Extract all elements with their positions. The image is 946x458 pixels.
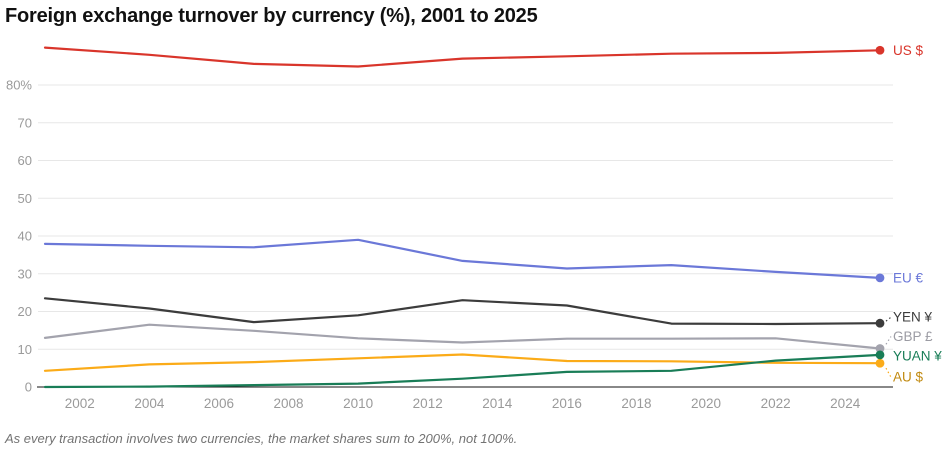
x-axis-tick-label: 2008	[274, 396, 304, 411]
y-axis-tick-label: 0	[25, 380, 32, 395]
x-axis-tick-label: 2018	[621, 396, 651, 411]
series-end-dot	[875, 350, 885, 360]
y-axis-tick-label: 70	[18, 115, 32, 130]
series-line-gbp	[43, 323, 882, 350]
y-axis-tick-label: 60	[18, 153, 32, 168]
series-end-dot	[875, 273, 885, 283]
series-label: EU €	[893, 270, 924, 285]
label-leader-line	[885, 367, 892, 378]
series-label: AU $	[893, 370, 924, 385]
series-label: YUAN ¥	[893, 348, 942, 363]
x-axis-tick-label: 2010	[343, 396, 373, 411]
series-line-yuan	[43, 353, 882, 389]
series-line-eu	[43, 238, 882, 279]
y-axis-tick-label: 50	[18, 191, 32, 206]
y-axis-tick-label: 10	[18, 342, 32, 357]
label-leader-line	[885, 316, 892, 322]
x-axis-tick-label: 2014	[482, 396, 513, 411]
series-label: YEN ¥	[893, 310, 933, 325]
y-axis-tick-label: 30	[18, 266, 32, 281]
footnote: As every transaction involves two curren…	[5, 431, 518, 446]
chart-title: Foreign exchange turnover by currency (%…	[5, 5, 538, 27]
series-end-dot	[875, 318, 885, 328]
x-axis-tick-label: 2002	[65, 396, 95, 411]
x-axis-tick-label: 2016	[552, 396, 582, 411]
series-end-dot	[875, 358, 885, 368]
series-end-dot	[875, 344, 885, 353]
series-label: GBP £	[893, 329, 933, 344]
series-label: US $	[893, 43, 924, 58]
series-line-yen	[43, 297, 882, 326]
y-axis-tick-label: 80%	[6, 78, 32, 93]
series-line-us	[43, 46, 882, 68]
y-axis-tick-label: 20	[18, 304, 32, 319]
x-axis-tick-label: 2024	[830, 396, 861, 411]
x-axis-tick-label: 2004	[134, 396, 165, 411]
x-axis-tick-label: 2012	[413, 396, 443, 411]
x-axis-tick-label: 2006	[204, 396, 234, 411]
y-axis-tick-label: 40	[18, 229, 32, 244]
x-axis-tick-label: 2020	[691, 396, 721, 411]
x-axis-tick-label: 2022	[761, 396, 791, 411]
label-leader-line	[885, 336, 892, 345]
series-line-au	[43, 353, 882, 372]
series-end-dot	[875, 45, 885, 55]
